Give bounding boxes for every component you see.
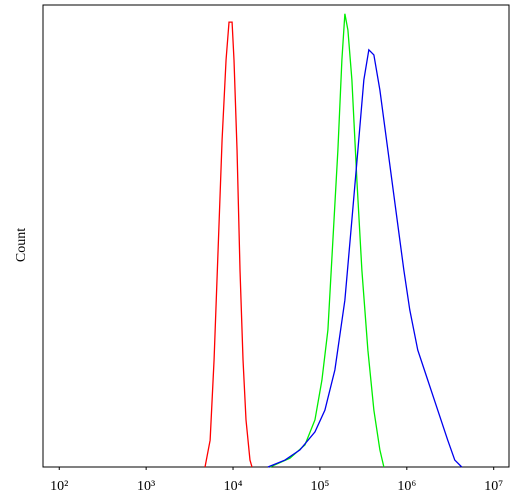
- histogram-line: [204, 21, 253, 468]
- x-tick-label: 10²: [50, 479, 68, 494]
- x-tick-label: 10⁴: [224, 479, 243, 494]
- x-tick-label: 10⁵: [310, 479, 329, 494]
- x-tick-label: 10⁶: [397, 479, 416, 494]
- x-tick-label: 10⁷: [484, 479, 503, 494]
- histogram-line: [267, 48, 463, 468]
- x-tick-label: 10³: [137, 479, 155, 494]
- y-axis-label: Count: [14, 228, 29, 262]
- plot-frame: [42, 4, 510, 468]
- histogram-line: [269, 13, 385, 468]
